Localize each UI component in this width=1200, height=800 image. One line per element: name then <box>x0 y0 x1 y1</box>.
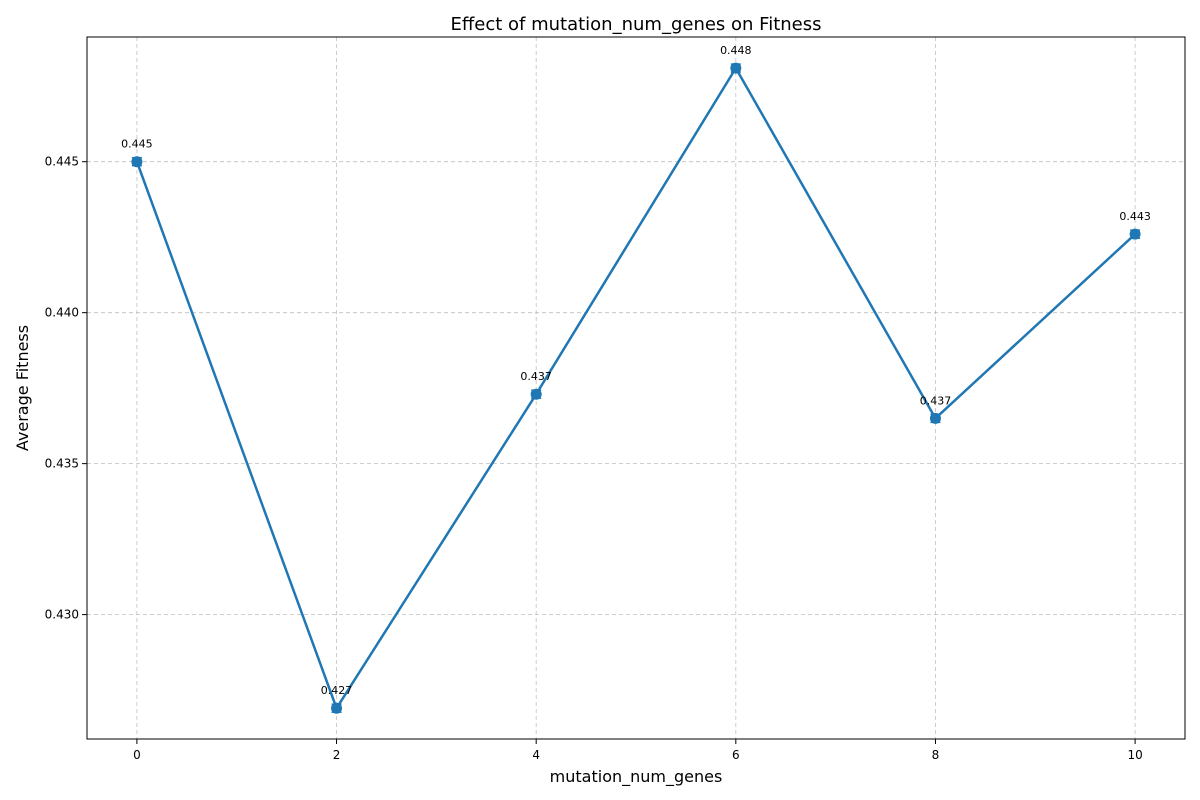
chart-title: Effect of mutation_num_genes on Fitness <box>450 14 821 35</box>
x-tick-label: 10 <box>1127 748 1142 762</box>
y-tick-label: 0.445 <box>45 155 79 169</box>
data-label: 0.427 <box>321 684 353 697</box>
data-label: 0.443 <box>1119 210 1151 223</box>
y-tick-label: 0.435 <box>45 457 79 471</box>
series-layer <box>131 62 1141 714</box>
data-point <box>131 156 143 168</box>
x-axis-ticks: 0 2 4 6 8 10 <box>133 739 1143 762</box>
data-label: 0.445 <box>121 138 153 151</box>
data-label: 0.437 <box>520 370 552 383</box>
x-tick-label: 6 <box>732 748 740 762</box>
data-label: 0.437 <box>920 394 952 407</box>
x-axis-title: mutation_num_genes <box>550 767 723 787</box>
y-tick-label: 0.430 <box>45 608 79 622</box>
y-tick-label: 0.440 <box>45 306 79 320</box>
plot-area-frame <box>86 36 1186 740</box>
data-labels: 0.445 0.427 0.437 0.448 0.437 0.443 <box>121 44 1151 697</box>
x-tick-label: 0 <box>133 748 141 762</box>
y-axis-ticks: 0.430 0.435 0.440 0.445 <box>45 155 87 622</box>
data-point <box>730 62 742 74</box>
y-axis-title: Average Fitness <box>13 325 32 451</box>
data-point <box>1129 228 1141 240</box>
x-tick-label: 2 <box>333 748 341 762</box>
x-tick-label: 8 <box>932 748 940 762</box>
data-point <box>929 412 941 424</box>
grid-layer <box>87 37 1185 739</box>
data-point <box>331 702 343 714</box>
data-label: 0.448 <box>720 44 752 57</box>
series-line <box>135 66 1137 710</box>
data-point <box>530 388 542 400</box>
x-tick-label: 4 <box>532 748 540 762</box>
